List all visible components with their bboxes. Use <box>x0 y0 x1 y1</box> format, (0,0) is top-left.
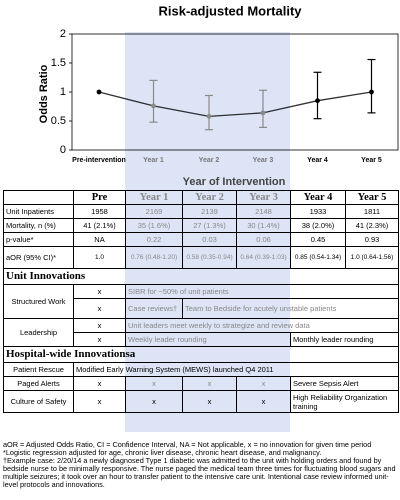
cell: 0.22 <box>125 232 183 247</box>
cell: x <box>236 376 291 391</box>
plot-frame <box>71 33 399 151</box>
cell: x <box>73 318 126 333</box>
cell: x <box>73 284 126 299</box>
point <box>96 89 102 95</box>
cell: 1933 <box>290 204 346 219</box>
chart-title: Risk-adjusted Mortality <box>158 3 302 18</box>
cell: NA <box>73 232 126 247</box>
cell: 0.76 (0.48-1.20) <box>125 246 183 269</box>
header: Year 5 <box>345 190 399 205</box>
header: Year 2 <box>182 190 237 205</box>
y-tick-label: 0 <box>60 144 66 156</box>
cell: 0.64 (0.39-1.03) <box>236 246 291 269</box>
cell: x <box>182 390 237 413</box>
x-tick-label: Year 4 <box>307 157 328 164</box>
y-tick-label: 1 <box>60 86 66 98</box>
header: Year 3 <box>236 190 291 205</box>
cell: x <box>73 376 126 391</box>
cell: x <box>73 332 126 347</box>
series-line <box>98 91 372 118</box>
chart: Risk-adjusted Mortality Odds Ratio Year … <box>38 3 399 188</box>
point <box>369 89 374 95</box>
x-tick-label: Pre-intervention <box>72 157 126 164</box>
row-label: aOR (95% CI)* <box>3 246 74 269</box>
data-table: Pre Year 1 Year 2 Year 3 Year 4 Year 5 U… <box>3 190 399 413</box>
y-tick-label: 2 <box>60 28 66 40</box>
cell: 0.93 <box>345 232 399 247</box>
cell: 1811 <box>345 204 399 219</box>
row-label: Culture of Safety <box>3 390 74 413</box>
section-title: Unit Innovations <box>3 268 399 285</box>
y-tick-label: 0.5 <box>51 115 66 127</box>
cell: 0.45 <box>290 232 346 247</box>
cell: 41 (2.1%) <box>73 218 126 233</box>
x-tick-label: Year 2 <box>199 157 220 164</box>
error-bar <box>149 79 158 123</box>
cell: 1958 <box>73 204 126 219</box>
cell: SIBR for ~50% of unit patients <box>125 284 399 299</box>
footnote: *Logistic regression adjusted for age, c… <box>3 448 322 458</box>
cell: x <box>236 390 291 413</box>
cell <box>3 190 74 205</box>
point <box>151 103 156 109</box>
cell: 0.06 <box>236 232 291 247</box>
cell: Severe Sepsis Alert <box>290 376 399 391</box>
error-bar <box>313 71 322 120</box>
x-tick-label: Year 3 <box>253 157 274 164</box>
cell: Case reviews† <box>125 298 183 319</box>
cell: 38 (2.0%) <box>290 218 346 233</box>
footnote: †Example case: 2/20/14 a newly diagnosed… <box>3 456 396 490</box>
header: Year 4 <box>290 190 346 205</box>
header: Year 1 <box>125 190 183 205</box>
x-tick-label: Year 5 <box>361 157 382 164</box>
cell: High Reliability Organization training <box>290 390 399 413</box>
row-label: p-value* <box>3 232 74 247</box>
y-tick-label: 1.5 <box>51 57 66 69</box>
cell: x <box>73 298 126 319</box>
cell: 2148 <box>236 204 291 219</box>
cell: x <box>125 376 183 391</box>
row-label: Unit Inpatients <box>3 204 74 219</box>
cell: 41 (2.3%) <box>345 218 399 233</box>
cell: Modified Early Warning System (MEWS) lau… <box>73 362 399 377</box>
cell: 2169 <box>125 204 183 219</box>
point <box>260 110 266 116</box>
section-title: Hospital-wide Innovationsa <box>3 346 399 363</box>
y-axis-label: Odds Ratio <box>38 64 50 123</box>
cell: 30 (1.4%) <box>236 218 291 233</box>
row-label: Leadership <box>3 318 74 347</box>
cell: 27 (1.3%) <box>182 218 237 233</box>
x-axis-label: Year of Intervention <box>183 176 286 188</box>
x-tick-label: Year 1 <box>143 157 164 164</box>
cell: 0.85 (0.54-1.34) <box>290 246 346 269</box>
footnotes: aOR = Adjusted Odds Ratio, CI = Confiden… <box>3 440 397 490</box>
error-bar <box>367 58 376 114</box>
cell: 1.0 (0.64-1.56) <box>345 246 399 269</box>
footnote: aOR = Adjusted Odds Ratio, CI = Confiden… <box>3 440 372 449</box>
point <box>315 98 320 104</box>
cell: x <box>182 376 237 391</box>
row-label: Paged Alerts <box>3 376 74 391</box>
error-bar <box>259 89 267 128</box>
cell: Monthly leader rounding <box>290 332 399 347</box>
cell: 35 (1.6%) <box>125 218 183 233</box>
cell: 2139 <box>182 204 237 219</box>
point <box>206 113 212 119</box>
cell: 1.0 <box>73 246 126 269</box>
cell: x <box>125 390 183 413</box>
header: Pre <box>73 190 126 205</box>
cell: x <box>73 390 126 413</box>
row-label: Patient Rescue <box>3 362 74 377</box>
cell: Weekly leader rounding <box>125 332 291 347</box>
row-label: Mortality, n (%) <box>3 218 74 233</box>
cell: 0.03 <box>182 232 237 247</box>
cell: 0.58 (0.35-0.94) <box>182 246 237 269</box>
cell: Team to Bedside for acutely unstable pat… <box>182 298 399 319</box>
cell: Unit leaders meet weekly to strategize a… <box>125 318 399 333</box>
error-bar <box>205 94 213 131</box>
row-label: Structured Work <box>3 284 74 319</box>
